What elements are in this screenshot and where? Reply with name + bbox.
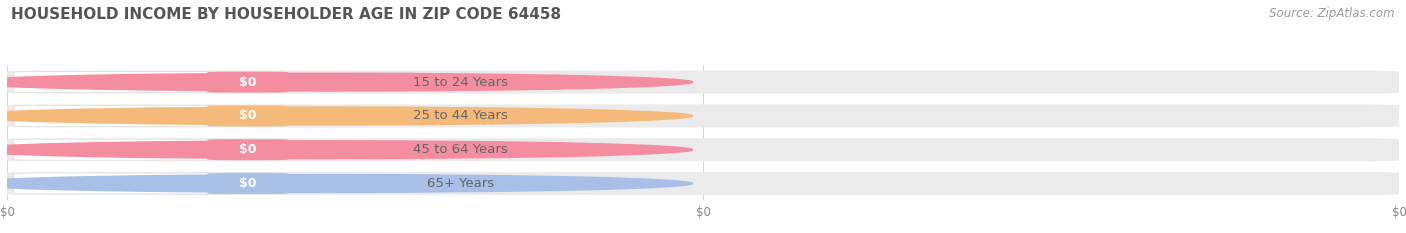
- FancyBboxPatch shape: [7, 172, 1399, 195]
- Text: Source: ZipAtlas.com: Source: ZipAtlas.com: [1270, 7, 1395, 20]
- FancyBboxPatch shape: [14, 72, 285, 93]
- FancyBboxPatch shape: [14, 106, 285, 126]
- Circle shape: [0, 141, 693, 159]
- Text: 25 to 44 Years: 25 to 44 Years: [413, 110, 508, 122]
- Text: HOUSEHOLD INCOME BY HOUSEHOLDER AGE IN ZIP CODE 64458: HOUSEHOLD INCOME BY HOUSEHOLDER AGE IN Z…: [11, 7, 561, 22]
- Text: 15 to 24 Years: 15 to 24 Years: [413, 76, 508, 89]
- Text: $0: $0: [239, 76, 256, 89]
- Text: 45 to 64 Years: 45 to 64 Years: [413, 143, 508, 156]
- FancyBboxPatch shape: [14, 139, 285, 160]
- Text: 65+ Years: 65+ Years: [427, 177, 494, 190]
- FancyBboxPatch shape: [208, 72, 288, 93]
- Circle shape: [0, 175, 693, 192]
- Circle shape: [0, 73, 693, 91]
- Circle shape: [0, 107, 693, 125]
- Text: $0: $0: [239, 110, 256, 122]
- FancyBboxPatch shape: [14, 173, 285, 194]
- FancyBboxPatch shape: [7, 104, 1399, 127]
- Text: $0: $0: [239, 177, 256, 190]
- Text: $0: $0: [239, 143, 256, 156]
- FancyBboxPatch shape: [208, 139, 288, 160]
- FancyBboxPatch shape: [7, 71, 1399, 94]
- FancyBboxPatch shape: [208, 173, 288, 194]
- FancyBboxPatch shape: [7, 138, 1399, 161]
- FancyBboxPatch shape: [208, 106, 288, 126]
